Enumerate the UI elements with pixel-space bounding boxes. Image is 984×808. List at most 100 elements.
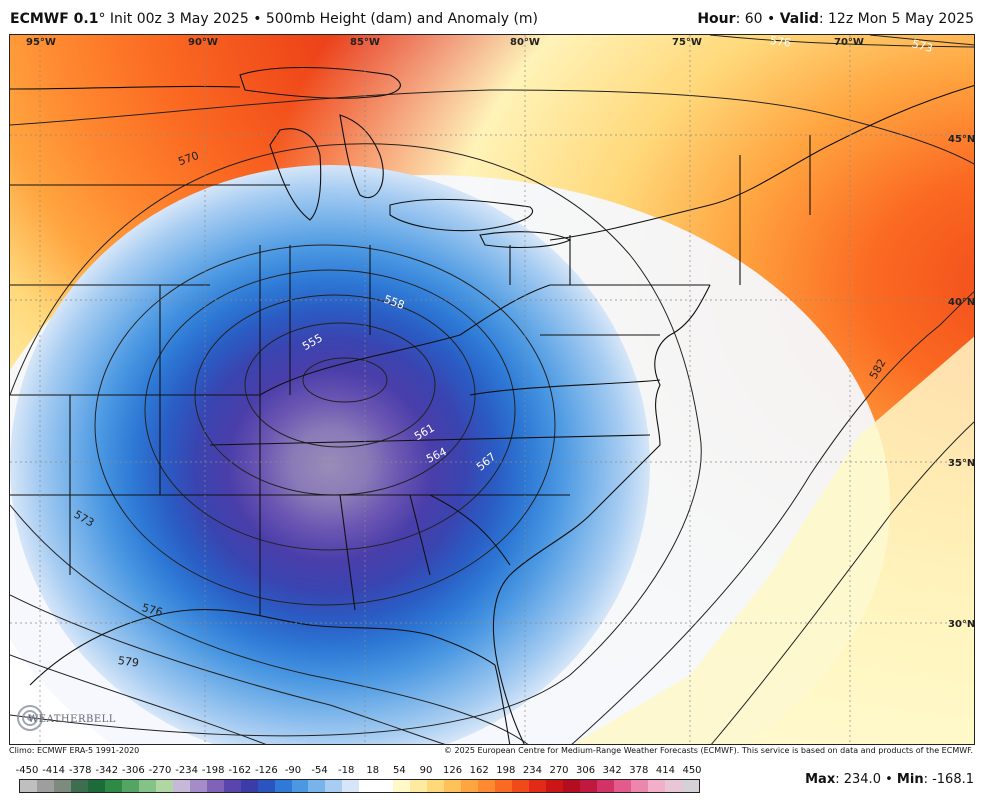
- model-name: ECMWF 0.1: [10, 11, 99, 27]
- colorbar-cell: [427, 780, 445, 792]
- colorbar-cell: [291, 780, 309, 792]
- logo-text: WEATHERBELL: [28, 714, 116, 725]
- colorbar-tick-label: 234: [522, 765, 542, 776]
- valid-time-block: Hour: 60 • Valid: 12z Mon 5 May 2025: [697, 11, 974, 27]
- colorbar-tick-label: 306: [576, 765, 596, 776]
- colorbar-tick-label: 18: [366, 765, 380, 776]
- colorbar-cell: [138, 780, 156, 792]
- colorbar-cell: [647, 780, 665, 792]
- map-svg: 95°W 90°W 85°W 80°W 75°W 70°W 45°N 40°N …: [10, 35, 975, 744]
- colorbar-cell: [121, 780, 139, 792]
- colorbar-tick-label: 126: [443, 765, 463, 776]
- contour-label-573-ne: 573: [910, 37, 934, 55]
- colorbar-tick-label: -162: [228, 765, 252, 776]
- colorbar-tick-label: 450: [682, 765, 702, 776]
- separator: •: [253, 11, 262, 27]
- lat-label-30n: 30°N: [948, 619, 975, 630]
- colorbar-cell: [155, 780, 173, 792]
- min-label: Min: [896, 772, 924, 787]
- colorbar-cell: [681, 780, 699, 792]
- colorbar-cell: [579, 780, 597, 792]
- colorbar-tick-label: 90: [419, 765, 433, 776]
- colorbar-cell: [512, 780, 530, 792]
- max-label: Max: [805, 772, 836, 787]
- contour-label-576-ne: 576: [769, 35, 792, 50]
- colorbar-tick-label: 342: [602, 765, 622, 776]
- colorbar-tick-label: -270: [148, 765, 172, 776]
- lon-label-90w: 90°W: [188, 37, 218, 48]
- max-value: : 234.0: [835, 772, 881, 787]
- colorbar-cell: [495, 780, 513, 792]
- colorbar-cell: [342, 780, 360, 792]
- lat-label-45n: 45°N: [948, 134, 975, 145]
- init-time: Init 00z 3 May 2025: [109, 11, 249, 27]
- lon-label-80w: 80°W: [510, 37, 540, 48]
- logo-swirl-icon: [17, 705, 43, 731]
- degree-symbol: °: [98, 11, 106, 27]
- hour-value: : 60: [735, 11, 763, 27]
- lat-label-35n: 35°N: [948, 458, 975, 469]
- colorbar-tick-label: 270: [549, 765, 569, 776]
- colorbar-cell: [359, 780, 377, 792]
- max-min-readout: Max: 234.0 • Min: -168.1: [805, 772, 974, 787]
- colorbar-cell: [444, 780, 462, 792]
- colorbar-cell: [393, 780, 411, 792]
- colorbar-tick-label: -198: [201, 765, 225, 776]
- min-value: : -168.1: [923, 772, 974, 787]
- cold-anomaly-low: [10, 165, 650, 744]
- colorbar-tick-label: -18: [338, 765, 355, 776]
- colorbar-cell: [189, 780, 207, 792]
- separator: •: [885, 772, 893, 787]
- colorbar-cell: [53, 780, 71, 792]
- colorbar-cell: [376, 780, 394, 792]
- colorbar-cell: [613, 780, 631, 792]
- lon-label-85w: 85°W: [350, 37, 380, 48]
- colorbar-cell: [461, 780, 479, 792]
- colorbar-cell: [240, 780, 258, 792]
- lon-label-95w: 95°W: [26, 37, 56, 48]
- colorbar-tick-label: 378: [629, 765, 649, 776]
- copyright-note: © 2025 European Centre for Medium-Range …: [444, 746, 973, 755]
- latlon-grid: [10, 35, 974, 744]
- colorbar-tick-label: -234: [175, 765, 198, 776]
- colorbar-cell: [410, 780, 428, 792]
- east-yellow-zone: [573, 336, 974, 744]
- colorbar-cell: [325, 780, 343, 792]
- colorbar-tick-label: 54: [393, 765, 406, 776]
- chart-title: ECMWF 0.1° Init 00z 3 May 2025 • 500mb H…: [10, 11, 538, 27]
- header: ECMWF 0.1° Init 00z 3 May 2025 • 500mb H…: [0, 0, 984, 34]
- colorbar-tick-label: -378: [68, 765, 92, 776]
- colorbar-cell: [596, 780, 614, 792]
- valid-value: : 12z Mon 5 May 2025: [818, 11, 974, 27]
- colorbar-cell: [664, 780, 682, 792]
- colorbar-cell: [20, 780, 37, 792]
- forecast-map: 95°W 90°W 85°W 80°W 75°W 70°W 45°N 40°N …: [9, 34, 975, 745]
- colorbar-tick-label: -450: [15, 765, 39, 776]
- colorbar-cell: [546, 780, 563, 792]
- colorbar-tick-label: -126: [255, 765, 278, 776]
- lat-label-40n: 40°N: [948, 297, 975, 308]
- colorbar-tick-label: 414: [655, 765, 675, 776]
- colorbar-cell: [257, 780, 275, 792]
- colorbar-tick-label: -342: [95, 765, 119, 776]
- colorbar-cell: [563, 780, 580, 792]
- colorbar-cell: [87, 780, 105, 792]
- lon-label-75w: 75°W: [672, 37, 702, 48]
- colorbar-cell: [308, 780, 326, 792]
- lon-label-70w: 70°W: [834, 37, 864, 48]
- climo-note: Climo: ECMWF ERA-5 1991-2020: [9, 746, 140, 755]
- separator: •: [767, 11, 776, 27]
- colorbar-cell: [70, 780, 88, 792]
- contour-label-579: 579: [117, 654, 140, 670]
- anomaly-colorbar: [19, 779, 700, 793]
- colorbar-tick-label: 198: [496, 765, 516, 776]
- contour-label-576: 576: [140, 601, 164, 619]
- colorbar-tick-label: -414: [42, 765, 65, 776]
- colorbar-tick-label: -54: [311, 765, 328, 776]
- colorbar-cell: [630, 780, 648, 792]
- colorbar-cell: [172, 780, 190, 792]
- colorbar-tick-label: 162: [469, 765, 489, 776]
- colorbar-cell: [274, 780, 292, 792]
- coastlines-and-borders: [10, 66, 974, 744]
- colorbar-cell: [478, 780, 496, 792]
